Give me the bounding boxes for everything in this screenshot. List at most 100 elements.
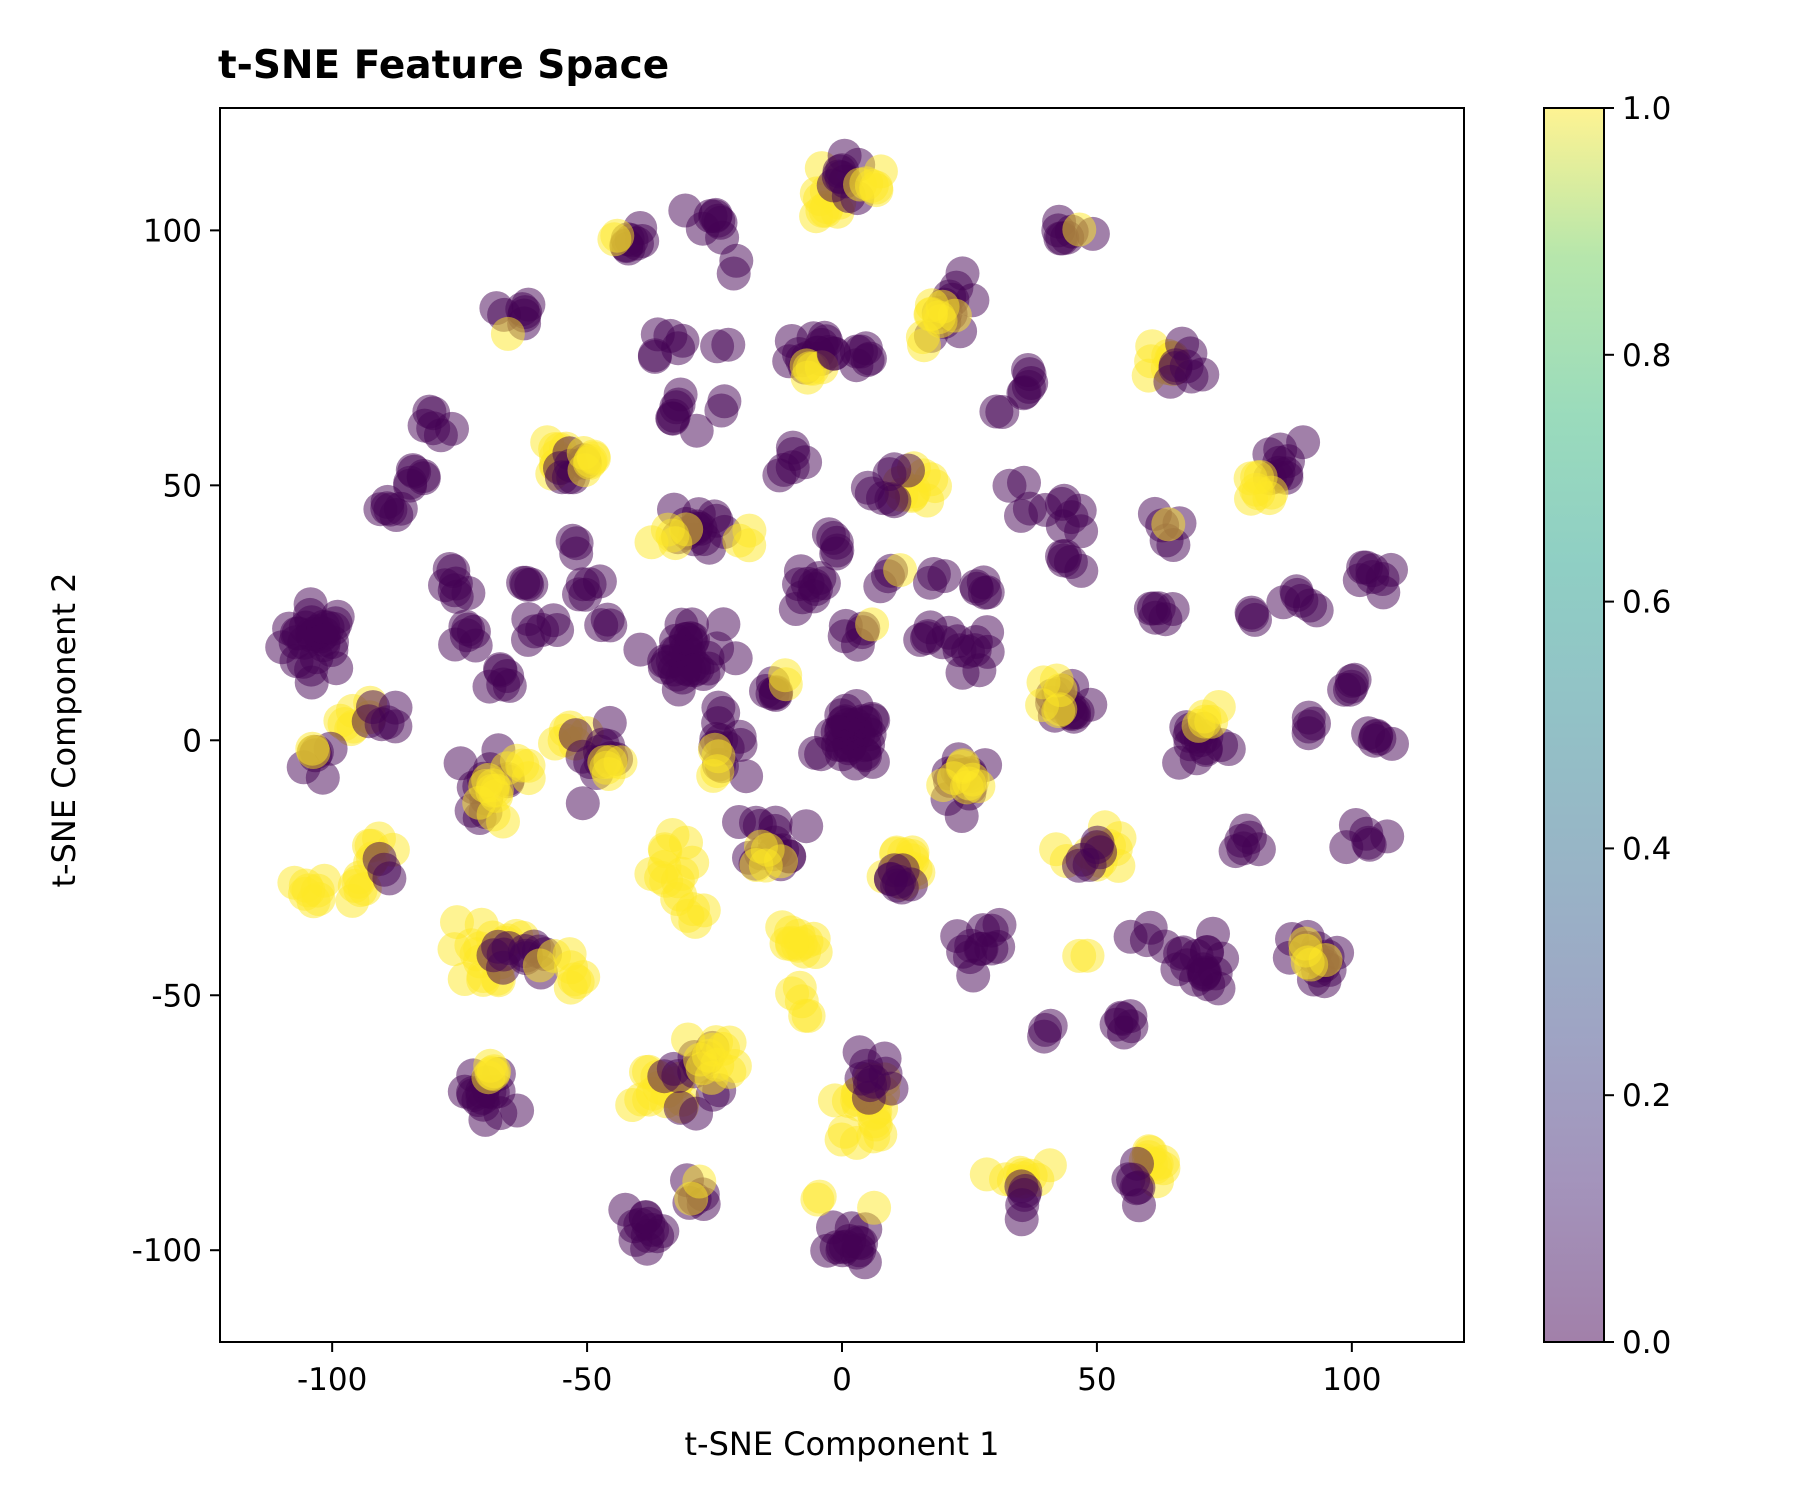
data-point <box>1291 716 1326 751</box>
data-point <box>827 619 862 654</box>
scatter-points <box>265 138 1409 1280</box>
data-point <box>663 1090 698 1125</box>
data-point <box>1105 1001 1139 1036</box>
data-point <box>481 929 516 964</box>
data-point <box>1146 1144 1180 1179</box>
data-point <box>956 958 991 993</box>
data-point <box>1062 848 1096 883</box>
data-point <box>665 856 700 891</box>
data-point <box>1198 956 1233 991</box>
data-point <box>476 1057 511 1091</box>
y-tick-label: -50 <box>151 978 202 1014</box>
data-point <box>1271 444 1305 479</box>
data-point <box>288 868 323 903</box>
data-point <box>351 704 386 739</box>
data-point <box>319 651 354 686</box>
data-point <box>634 525 669 560</box>
data-point <box>816 336 851 371</box>
data-point <box>852 341 887 376</box>
data-point <box>1234 595 1269 630</box>
data-point <box>671 1022 705 1057</box>
data-point <box>647 1059 682 1094</box>
data-point <box>827 138 862 173</box>
colorbar-gradient <box>1544 108 1604 1342</box>
x-tick-label: 100 <box>1322 1362 1381 1398</box>
data-point <box>800 1182 835 1217</box>
y-tick-label: 50 <box>163 468 202 504</box>
data-point <box>1070 938 1105 973</box>
data-point <box>1299 593 1334 628</box>
x-axis: -100 -50 0 50 100 <box>297 1342 1381 1398</box>
data-point <box>522 948 557 983</box>
data-point <box>824 1122 859 1157</box>
data-point <box>1039 663 1074 698</box>
data-point <box>634 856 669 891</box>
data-point <box>974 931 1009 966</box>
colorbar-tick-label: 0.2 <box>1622 1078 1671 1114</box>
data-point <box>306 609 341 644</box>
data-point <box>279 644 314 679</box>
data-point <box>637 339 672 374</box>
data-point <box>859 170 894 205</box>
data-point <box>490 659 525 693</box>
data-point <box>883 553 918 588</box>
data-point <box>1047 483 1082 518</box>
y-tick-label: 100 <box>143 213 202 249</box>
data-point <box>1007 465 1041 500</box>
data-point <box>1005 1188 1040 1223</box>
data-point <box>750 832 785 867</box>
data-point <box>854 476 889 511</box>
data-point <box>505 292 540 327</box>
data-point <box>717 1049 752 1083</box>
data-point <box>877 452 912 487</box>
data-point <box>913 565 947 600</box>
data-point <box>707 384 742 419</box>
colorbar: 0.0 0.2 0.4 0.6 0.8 1.0 <box>1543 91 1671 1361</box>
data-point <box>685 211 720 246</box>
data-point <box>557 962 592 997</box>
data-point <box>1041 694 1076 729</box>
data-point <box>785 580 820 615</box>
data-point <box>853 1068 887 1103</box>
data-point <box>788 445 823 480</box>
y-tick-label: 0 <box>182 723 202 759</box>
data-point <box>810 1233 845 1268</box>
data-point <box>565 786 600 821</box>
x-axis-label: t-SNE Component 1 <box>684 1425 999 1463</box>
data-point <box>406 461 441 496</box>
data-point <box>1174 359 1209 394</box>
data-point <box>706 695 741 730</box>
data-point <box>669 512 704 547</box>
data-point <box>676 892 710 927</box>
colorbar-frame <box>1543 107 1605 1343</box>
data-point <box>855 607 890 642</box>
chart-title: t-SNE Feature Space <box>218 43 669 88</box>
data-point <box>479 778 514 813</box>
data-point <box>1080 825 1115 860</box>
data-point <box>370 491 405 526</box>
colorbar-tick-label: 0.0 <box>1622 1325 1671 1361</box>
data-point <box>1033 1008 1068 1043</box>
data-point <box>816 520 851 555</box>
data-point <box>640 1219 675 1254</box>
data-point <box>768 667 803 702</box>
data-point <box>910 483 945 518</box>
x-tick-label: -100 <box>297 1362 367 1398</box>
data-point <box>1011 353 1045 387</box>
data-point <box>1151 507 1186 542</box>
data-point <box>486 804 520 839</box>
data-point <box>517 614 552 649</box>
data-point <box>439 579 474 614</box>
data-point <box>1163 936 1198 971</box>
data-point <box>565 567 600 602</box>
data-point <box>506 565 541 600</box>
data-point <box>1233 461 1268 496</box>
data-point <box>937 298 972 333</box>
data-point <box>559 536 594 571</box>
data-point <box>1120 1146 1154 1181</box>
data-point <box>857 1190 892 1225</box>
colorbar-ticks: 0.0 0.2 0.4 0.6 0.8 1.0 <box>1604 91 1671 1361</box>
colorbar-tick-label: 0.6 <box>1622 585 1671 621</box>
